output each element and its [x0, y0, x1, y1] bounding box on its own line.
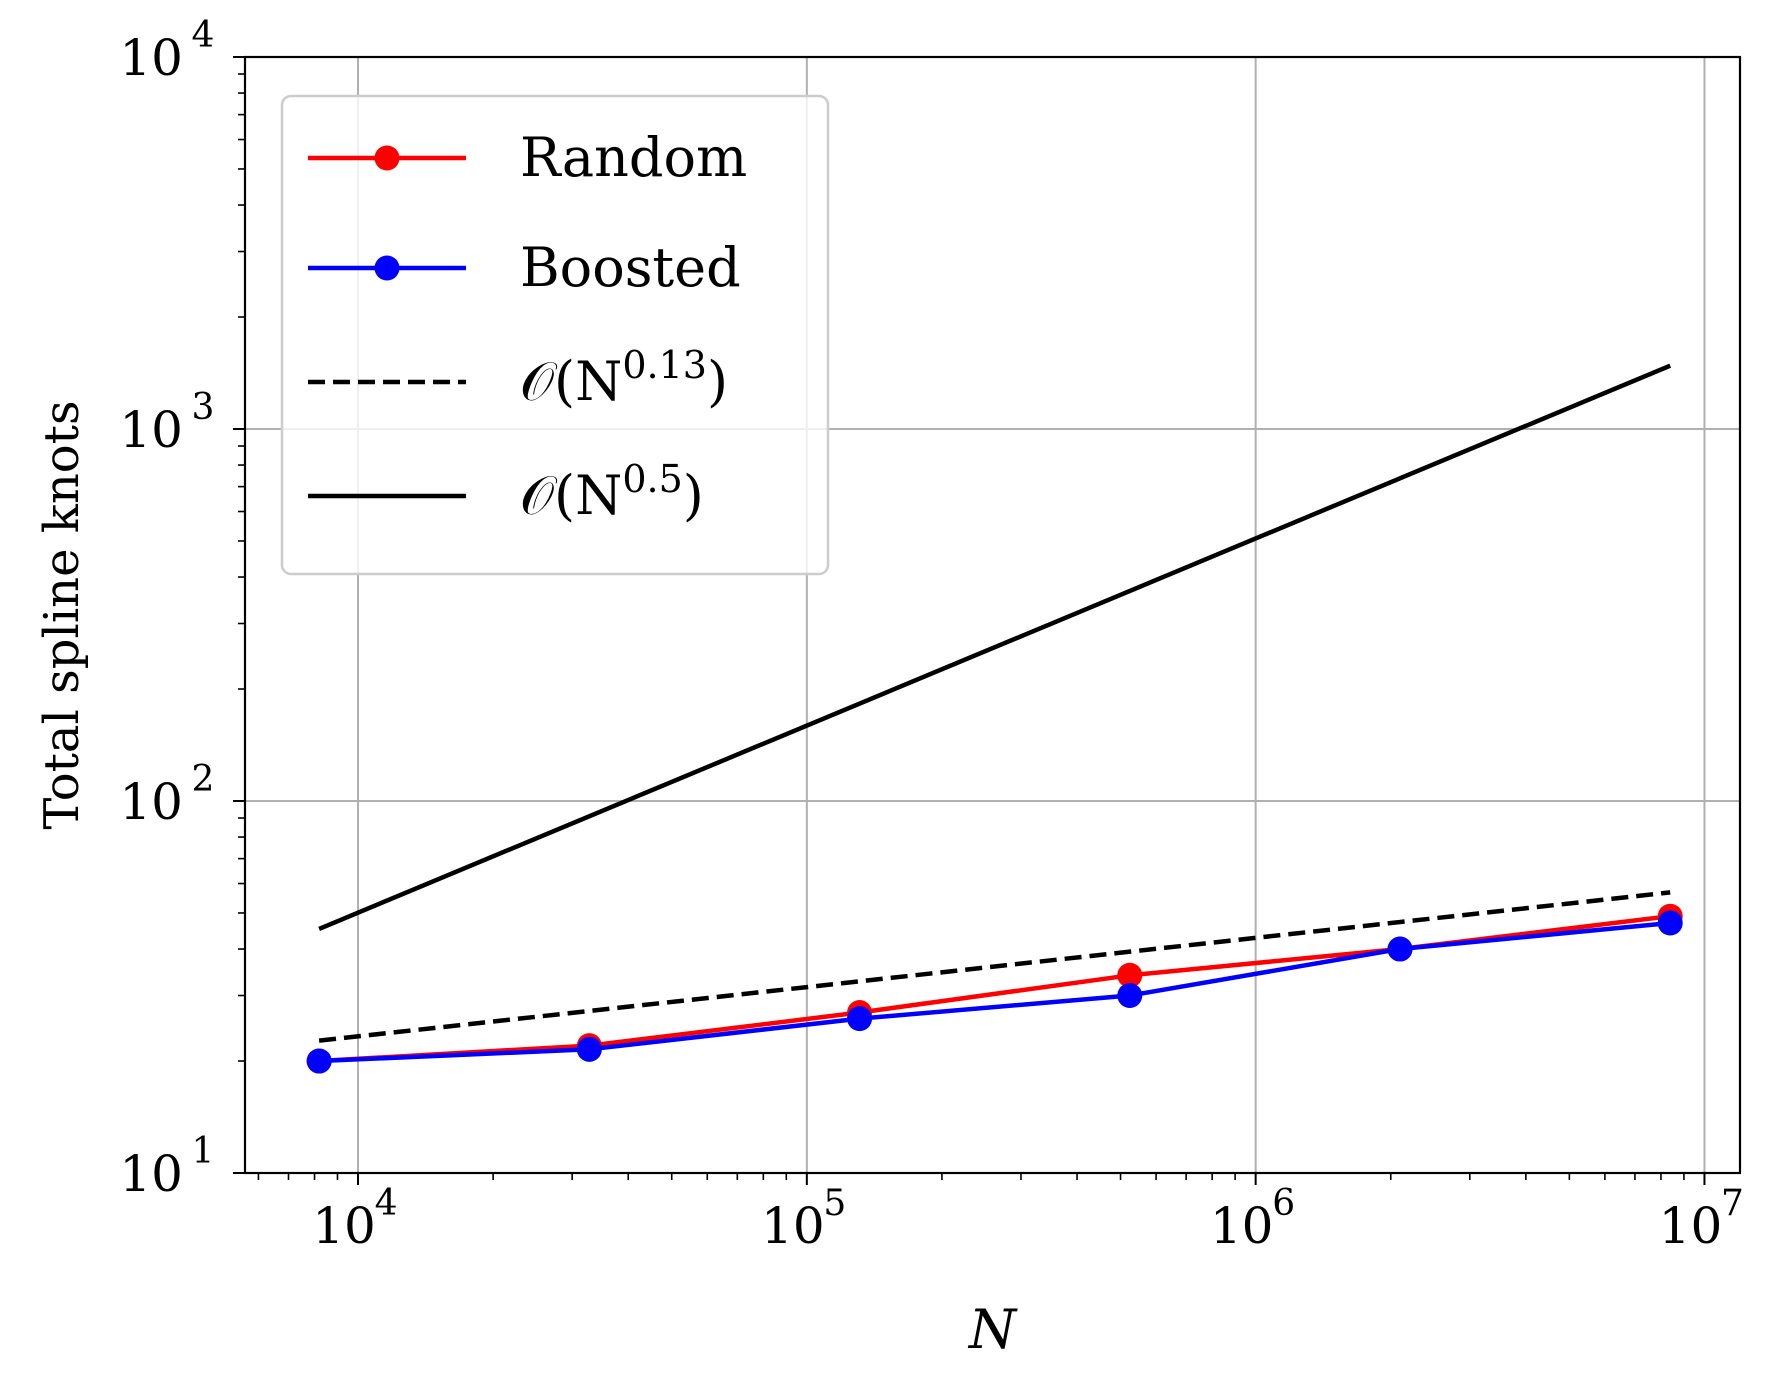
- y-tick-label: 10: [119, 773, 183, 831]
- x-tick-label: 10: [312, 1197, 376, 1255]
- series-line-o-n-0-5: [318, 363, 1672, 931]
- legend-box: [280, 94, 830, 576]
- series-layer: [306, 363, 1683, 1074]
- y-tick-base: 10: [119, 29, 183, 87]
- series-point-boosted: [576, 1036, 602, 1062]
- legend-label-text: 𝒪(N: [520, 464, 622, 527]
- y-tick-exponent: 4: [192, 15, 215, 56]
- y-tick-base: 10: [119, 773, 183, 831]
- legend-marker-boosted: [374, 255, 400, 281]
- legend-label-text: Boosted: [520, 236, 741, 299]
- x-tick-base: 10: [1210, 1197, 1274, 1255]
- y-tick-exponent: 1: [192, 1131, 215, 1172]
- legend-label-exponent: 0.5: [622, 457, 682, 501]
- x-tick-label: 10: [1659, 1197, 1723, 1255]
- x-tick-base: 10: [1659, 1197, 1723, 1255]
- legend-label-close: ): [683, 464, 704, 527]
- series-point-boosted: [847, 1006, 873, 1032]
- y-tick-base: 10: [119, 401, 183, 459]
- legend-label-o-n-0-13: 𝒪(N0.13): [520, 343, 728, 413]
- y-tick-label: 10: [119, 1145, 183, 1203]
- x-tick-label: 10: [761, 1197, 825, 1255]
- major-ticks: [233, 56, 1706, 1185]
- x-tick-exponent: 6: [1272, 1183, 1295, 1224]
- x-tick-exponent: 5: [823, 1183, 846, 1224]
- y-axis-label: Total spline knots: [34, 400, 90, 829]
- y-tick-exponent: 3: [192, 387, 215, 428]
- x-tick-exponent: 7: [1721, 1183, 1744, 1224]
- series-line-o-n-0-13: [318, 890, 1671, 1043]
- series-point-boosted: [1117, 983, 1143, 1009]
- legend-label-boosted: Boosted: [520, 236, 741, 299]
- x-tick-base: 10: [761, 1197, 825, 1255]
- x-tick-base: 10: [312, 1197, 376, 1255]
- series-line-boosted: [319, 920, 1671, 1064]
- series-point-boosted: [306, 1048, 332, 1074]
- legend-label-exponent: 0.13: [622, 343, 707, 387]
- legend-label-close: ): [707, 350, 728, 413]
- legend-label-o-n-0-5: 𝒪(N0.5): [520, 457, 704, 527]
- legend-label-text: Random: [520, 126, 747, 189]
- y-tick-label: 10: [119, 29, 183, 87]
- minor-ticks: [238, 73, 1685, 1180]
- series-point-random: [1117, 962, 1143, 988]
- legend-label-random: Random: [520, 126, 747, 189]
- x-tick-exponent: 4: [375, 1183, 398, 1224]
- x-axis-label: N: [967, 1298, 1018, 1361]
- plot-frame: [243, 55, 1742, 1175]
- series-point-boosted: [1657, 910, 1683, 936]
- series-point-boosted: [1387, 936, 1413, 962]
- y-tick-base: 10: [119, 1145, 183, 1203]
- legend-label-text: 𝒪(N: [520, 350, 622, 413]
- y-tick-exponent: 2: [192, 759, 215, 800]
- y-tick-label: 10: [119, 401, 183, 459]
- legend-marker-random: [374, 145, 400, 171]
- x-tick-label: 10: [1210, 1197, 1274, 1255]
